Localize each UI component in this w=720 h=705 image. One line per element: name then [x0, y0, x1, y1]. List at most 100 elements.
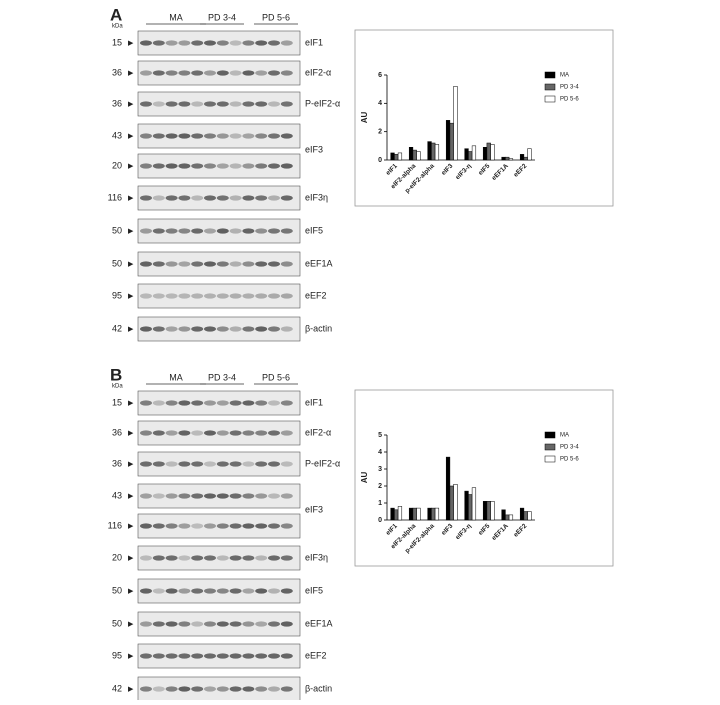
kda-value: 42	[112, 683, 122, 693]
band	[140, 493, 152, 499]
bar	[453, 86, 458, 161]
band	[191, 40, 204, 46]
band	[165, 326, 178, 332]
band	[204, 326, 216, 332]
band	[191, 493, 204, 499]
bar	[482, 147, 488, 161]
band	[242, 523, 255, 529]
y-tick-label: 4	[378, 449, 382, 456]
band	[140, 133, 152, 139]
band	[178, 195, 191, 201]
arrow: ▶	[128, 653, 134, 660]
band	[255, 621, 268, 627]
band	[242, 400, 255, 406]
group-label: MA	[169, 372, 183, 382]
band	[229, 261, 242, 267]
band	[204, 493, 216, 499]
bar	[390, 507, 395, 521]
group-label: PD 5-6	[262, 12, 290, 22]
band	[216, 621, 229, 627]
band	[140, 523, 152, 529]
band	[178, 101, 191, 107]
protein-label: eIF3η	[305, 552, 328, 562]
kda-value: 50	[112, 585, 122, 595]
kda-label: kDa	[112, 384, 123, 390]
band	[178, 555, 191, 561]
band	[152, 493, 165, 499]
band	[152, 461, 165, 467]
bar	[468, 151, 473, 161]
band	[268, 588, 280, 594]
band	[242, 653, 255, 659]
band	[255, 430, 268, 436]
y-tick-label: 0	[378, 157, 382, 164]
band	[178, 70, 191, 76]
kda-value: 50	[112, 225, 122, 235]
band	[204, 588, 216, 594]
band	[255, 523, 268, 529]
band	[165, 293, 178, 299]
band	[191, 400, 204, 406]
kda-label: kDa	[112, 24, 123, 30]
arrow: ▶	[128, 40, 134, 47]
kda-value: 95	[112, 290, 122, 300]
band	[255, 101, 268, 107]
band	[242, 461, 255, 467]
band	[216, 430, 229, 436]
bar	[471, 145, 477, 161]
band	[204, 686, 216, 692]
band	[178, 430, 191, 436]
band	[165, 163, 178, 169]
band	[255, 588, 268, 594]
group-label: PD 3-4	[208, 12, 236, 22]
band	[178, 261, 191, 267]
protein-label: eEF1A	[305, 618, 333, 628]
band	[140, 261, 152, 267]
band	[280, 133, 293, 139]
band	[204, 461, 216, 467]
protein-label: eIF2-α	[305, 67, 331, 77]
band	[280, 555, 293, 561]
band	[165, 195, 178, 201]
band	[216, 493, 229, 499]
bar	[490, 144, 495, 161]
protein-label: β-actin	[305, 323, 332, 333]
band	[229, 430, 242, 436]
band	[140, 70, 152, 76]
band	[152, 293, 165, 299]
bar	[486, 501, 491, 521]
band	[268, 400, 280, 406]
band	[140, 621, 152, 627]
kda-value: 36	[112, 98, 122, 108]
bar	[508, 158, 514, 161]
kda-value: 15	[112, 397, 122, 407]
band	[216, 101, 229, 107]
band	[140, 555, 152, 561]
arrow: ▶	[128, 70, 134, 77]
kda-value: 15	[112, 37, 122, 47]
band	[229, 588, 242, 594]
band	[280, 195, 293, 201]
band	[165, 686, 178, 692]
band	[268, 653, 280, 659]
band	[165, 493, 178, 499]
band	[229, 653, 242, 659]
bar	[434, 507, 440, 521]
kda-value: 95	[112, 650, 122, 660]
legend-label: MA	[560, 73, 569, 79]
band	[216, 195, 229, 201]
band	[229, 195, 242, 201]
band	[280, 40, 293, 46]
band	[204, 70, 216, 76]
band	[255, 261, 268, 267]
bar	[468, 494, 473, 521]
band	[178, 493, 191, 499]
band	[242, 293, 255, 299]
bar	[505, 156, 510, 161]
band	[268, 101, 280, 107]
band	[152, 653, 165, 659]
kda-value: 43	[112, 130, 122, 140]
band	[229, 133, 242, 139]
kda-value: 20	[112, 552, 122, 562]
band	[191, 293, 204, 299]
